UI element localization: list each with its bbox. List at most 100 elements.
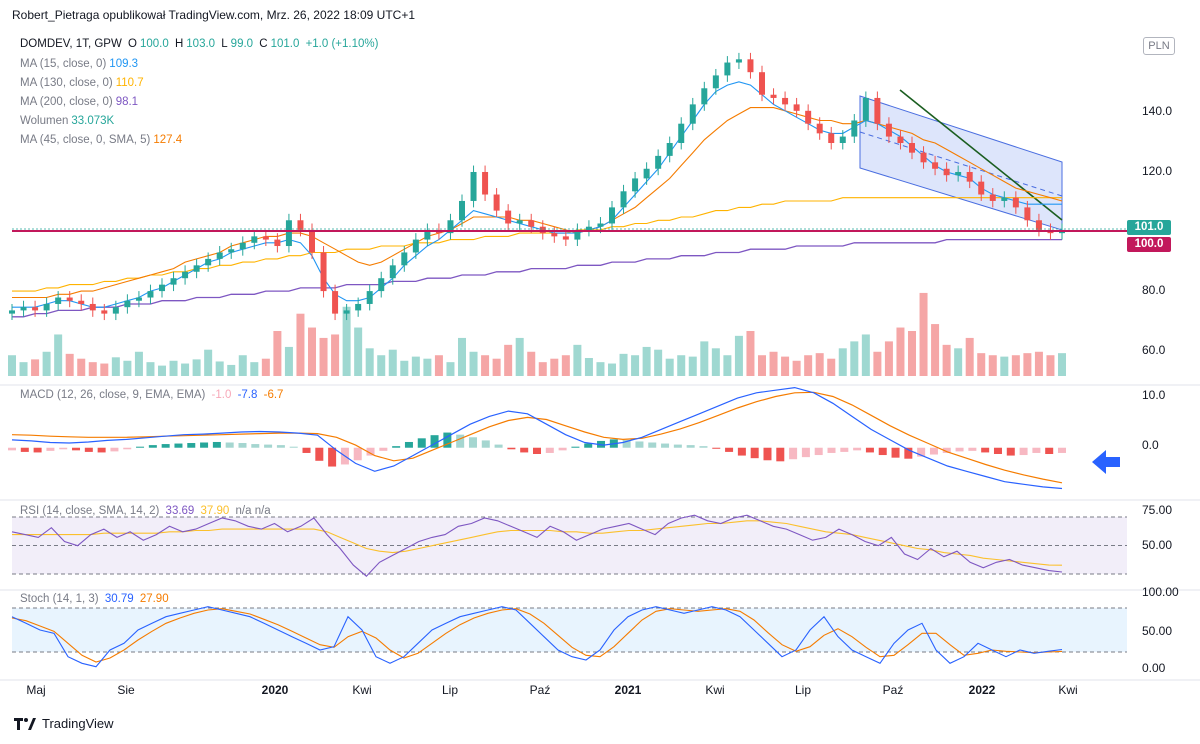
indicator-legend: MA (130, close, 0) 110.7 [20, 77, 147, 89]
candle-body [32, 307, 39, 311]
volume-bar [723, 355, 732, 376]
macd-hist-bar [430, 435, 439, 448]
stoch-legend: Stoch (14, 1, 3) 30.79 27.90 [20, 593, 172, 605]
legend-high: 103.0 [186, 38, 216, 50]
ma130-line [12, 197, 1062, 292]
macd-hist-bar [187, 443, 196, 448]
candle-body [9, 310, 15, 314]
stoch-label: Stoch (14, 1, 3) [20, 593, 99, 605]
rsi-line [11, 514, 1063, 577]
candle-body [309, 229, 315, 253]
candle-body [597, 223, 604, 227]
price-pane [8, 52, 1127, 376]
candle-body [124, 300, 131, 308]
indicator-value: 127.4 [153, 134, 183, 146]
candle-body [609, 207, 615, 224]
volume-bar [700, 341, 709, 376]
volume-bar [1011, 355, 1020, 376]
volume-bar [561, 355, 570, 376]
macd-hist-bar [72, 447, 81, 451]
trend-channel [859, 95, 1063, 231]
volume-bar [331, 334, 340, 376]
x-tick-label: Kwi [352, 683, 371, 697]
currency-badge[interactable]: PLN [1143, 37, 1175, 55]
candle-body [735, 59, 742, 63]
volume-bar [42, 351, 51, 376]
volume-bar [8, 355, 16, 376]
x-tick-label: 2020 [262, 683, 289, 697]
volume-bar [538, 362, 547, 376]
volume-bar [850, 341, 859, 376]
volume-bar [77, 358, 86, 376]
last-price-tag: 101.0 [1127, 220, 1171, 235]
macd-hist-bar [712, 447, 721, 449]
price-tick-label: 60.0 [1142, 343, 1166, 357]
candle-body [966, 171, 973, 182]
indicator-legend: MA (200, close, 0) 98.1 [20, 96, 141, 108]
candle-body [562, 236, 569, 240]
macd-hist-bar [750, 447, 759, 459]
stoch-tick-label: 50.00 [1142, 624, 1172, 638]
candle-body [989, 194, 996, 201]
macd-hist-bar [686, 445, 695, 448]
candle-body [285, 220, 292, 247]
macd-hist-bar [456, 434, 465, 448]
rsi-ma-value: 37.90 [200, 505, 230, 517]
volume-bar [227, 364, 236, 376]
macd-hist-bar [238, 443, 247, 448]
candle-body [1012, 197, 1019, 208]
macd-tick-label: 0.0 [1142, 438, 1159, 452]
indicator-value: 110.7 [115, 77, 144, 89]
ma200-line [12, 238, 1062, 318]
candle-body [585, 226, 592, 230]
macd-hist-bar [520, 447, 529, 453]
stoch-pane [11, 606, 1127, 668]
macd-signal-value: -6.7 [263, 389, 284, 401]
volume-bar [769, 351, 778, 376]
footer-brand[interactable]: TradingView [14, 716, 114, 731]
macd-hist-bar [264, 444, 273, 448]
indicator-legend: Wolumen 33.073K [20, 115, 117, 127]
volume-bar [677, 355, 686, 376]
candle-body [505, 210, 512, 224]
price-tick-label: 80.0 [1142, 283, 1166, 297]
price-tick-label: 120.0 [1142, 164, 1172, 178]
macd-hist-bar [366, 447, 375, 456]
macd-hist-bar [584, 443, 593, 448]
volume-bar [688, 356, 697, 376]
macd-hist-bar [737, 447, 746, 456]
volume-bar [446, 362, 455, 376]
candle-body [274, 239, 281, 247]
indicator-label: MA (45, close, 0, SMA, 5) [20, 134, 151, 146]
candle-body [424, 229, 431, 240]
volume-bar [781, 356, 790, 376]
candle-body [1024, 207, 1031, 221]
volume-bar [481, 355, 490, 376]
candle-body [770, 94, 777, 98]
volume-bar [31, 359, 40, 376]
macd-legend: MACD (12, 26, close, 9, EMA, EMA) -1.0 -… [20, 389, 286, 401]
volume-bar [711, 348, 720, 376]
macd-hist-bar [315, 447, 324, 461]
macd-hist-bar [251, 444, 260, 448]
volume-bar [584, 358, 593, 376]
macd-hist-bar [904, 447, 913, 459]
volume-bar [296, 313, 305, 376]
macd-hist-bar [558, 447, 567, 451]
candle-body [643, 168, 650, 179]
volume-bar [192, 359, 201, 376]
macd-hist-bar [136, 446, 145, 448]
candle-body [320, 252, 327, 292]
candle-body [839, 136, 846, 144]
macd-hist-bar [814, 447, 823, 456]
candle-body [955, 171, 962, 176]
macd-hist-bar [981, 447, 990, 453]
x-tick-label: 2021 [615, 683, 642, 697]
candle-body [55, 297, 62, 304]
indicator-label: Wolumen [20, 115, 69, 127]
volume-bar [308, 327, 316, 376]
candle-body [932, 162, 939, 169]
candle-body [459, 200, 465, 221]
macd-hist-bar [1019, 447, 1028, 456]
